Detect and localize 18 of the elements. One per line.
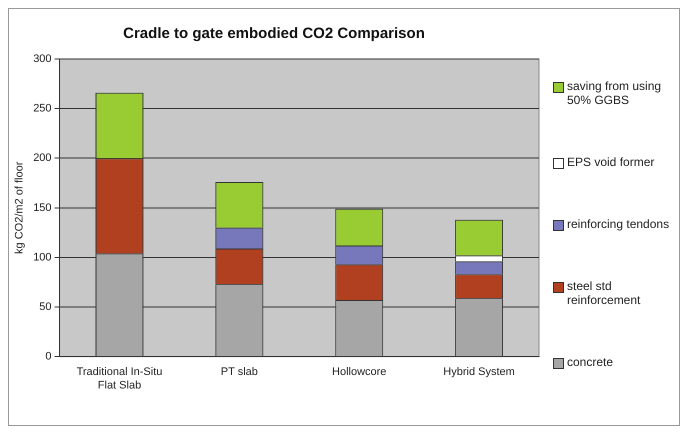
y-tick-label: 250 [33, 102, 52, 115]
x-tick-label: Hybrid System [443, 366, 515, 378]
legend-label: concrete [567, 355, 614, 369]
legend-label: reinforcing tendons [567, 217, 670, 231]
y-tick-label: 100 [33, 251, 52, 264]
y-tick-label: 150 [33, 202, 52, 214]
chart-title: Cradle to gate embodied CO2 Comparison [123, 25, 425, 42]
y-tick-label: 200 [33, 152, 52, 164]
x-tick-label: Hollowcore [332, 366, 386, 378]
legend-label: saving from using 50% GGBS [567, 79, 662, 107]
x-tick-label: PT slab [220, 366, 258, 378]
y-tick-label: 300 [33, 53, 52, 66]
x-tick-label: Traditional In-Situ Flat Slab [76, 366, 162, 392]
legend-label: steel std reinforcement [567, 279, 642, 307]
y-tick-label: 0 [45, 350, 52, 363]
legend-label: EPS void former [567, 155, 654, 169]
y-axis-title: kg CO2/m2 of floor [14, 161, 26, 254]
y-tick-label: 50 [39, 301, 52, 314]
